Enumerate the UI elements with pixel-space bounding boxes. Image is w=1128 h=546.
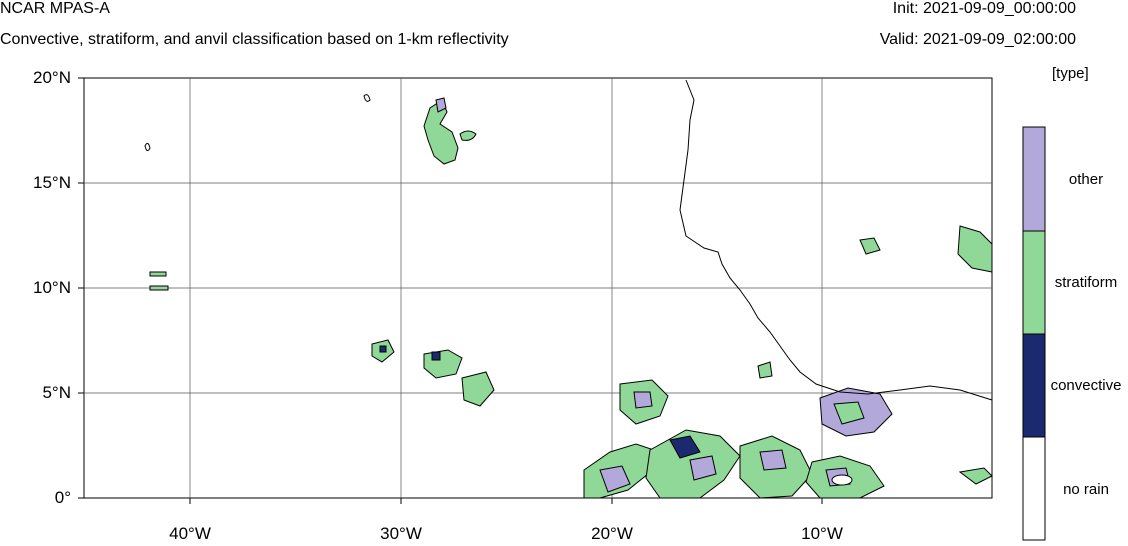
valid-time: Valid: 2021-09-09_02:00:00: [879, 31, 1076, 48]
colorbar-convective: [1022, 333, 1046, 438]
legend-label-other: other: [1068, 171, 1104, 188]
lon-label-10w: 10°W: [801, 524, 843, 543]
precipitation-cells: [144, 94, 993, 499]
lat-label-0: 0°: [54, 488, 71, 507]
colorbar-no-rain: [1022, 436, 1046, 541]
lon-label-30w: 30°W: [380, 524, 422, 543]
model-title: NCAR MPAS-A: [0, 0, 110, 17]
lat-label-20n: 20°N: [33, 68, 71, 87]
init-time: Init: 2021-09-09_00:00:00: [892, 0, 1076, 17]
plot-description: Convective, stratiform, and anvil classi…: [0, 31, 509, 48]
cell-north-anvil: [435, 97, 447, 113]
gridlines: [84, 78, 992, 498]
coastline: [679, 79, 993, 401]
tick-marks: [78, 77, 823, 504]
cell-central-b: [461, 371, 495, 407]
colorbar-stratiform: [1022, 230, 1046, 335]
legend-label-convective: convective: [1050, 377, 1122, 394]
cell-east-edge: [957, 225, 993, 273]
lon-label-40w: 40°W: [169, 524, 211, 543]
legend-label-no-rain: no rain: [1063, 481, 1109, 498]
lat-label-10n: 10°N: [33, 278, 71, 297]
lat-label-15n: 15°N: [33, 173, 71, 192]
lat-label-5n: 5°N: [42, 383, 71, 402]
legend-label-stratiform: stratiform: [1054, 274, 1118, 291]
cell-north-cluster: [423, 99, 459, 165]
lon-label-20w: 20°W: [591, 524, 633, 543]
colorbar-other: [1022, 126, 1046, 232]
legend-units: [type]: [1052, 65, 1089, 82]
colorbar: [1022, 126, 1046, 541]
